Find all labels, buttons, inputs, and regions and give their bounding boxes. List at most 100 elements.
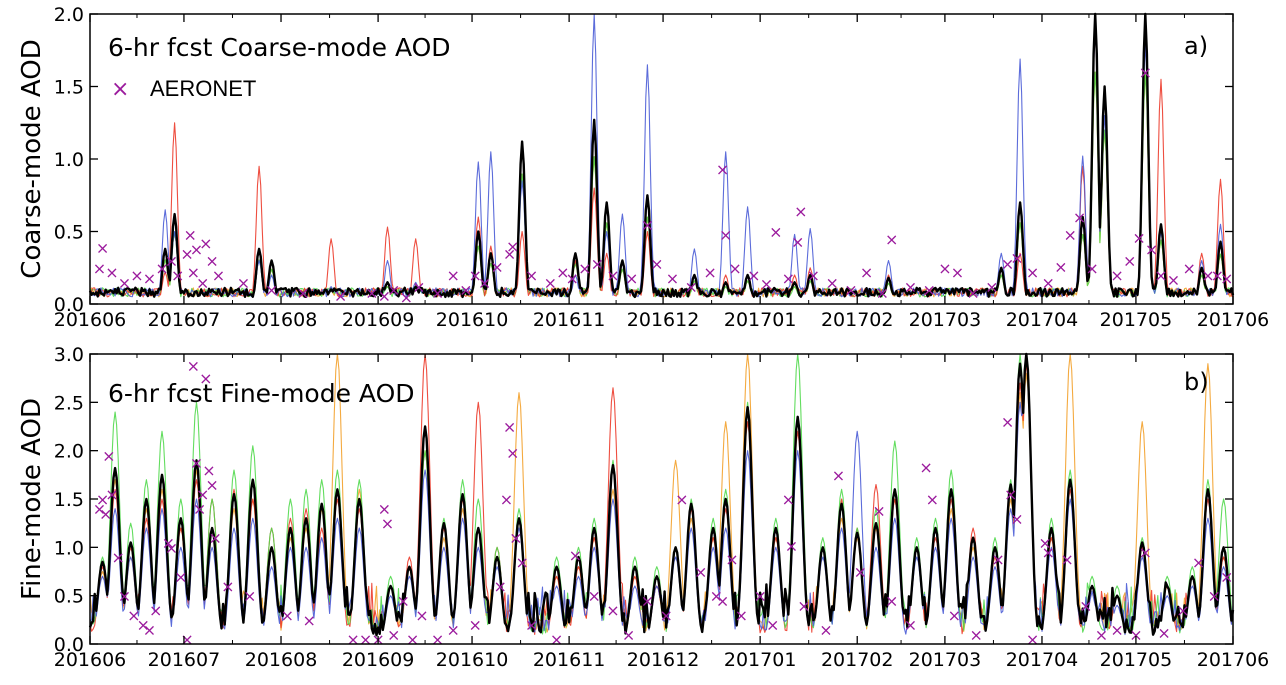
aeronet-point: × — [118, 273, 131, 292]
aeronet-point: × — [566, 269, 579, 288]
aeronet-point: × — [431, 630, 444, 649]
aeronet-point: × — [180, 244, 193, 263]
aeronet-point: × — [710, 587, 723, 606]
aeronet-point: × — [296, 283, 309, 302]
aeronet-point: × — [1010, 249, 1023, 268]
aeronet-point: × — [303, 611, 316, 630]
aeronet-point: × — [525, 266, 538, 285]
aeronet-point: × — [641, 215, 654, 234]
x-tick-label: 201607 — [148, 309, 221, 331]
aeronet-point: × — [1004, 485, 1017, 504]
aeronet-point: × — [685, 278, 698, 297]
x-tick-label: 201702 — [821, 649, 894, 671]
aeronet-point: × — [237, 273, 250, 292]
y-tick-label: 0.0 — [54, 294, 84, 316]
aeronet-point: × — [1054, 257, 1067, 276]
aeronet-point: × — [202, 461, 215, 480]
aeronet-point: × — [1154, 266, 1167, 285]
x-tick-label: 201701 — [724, 309, 797, 331]
aeronet-point: × — [378, 500, 391, 519]
aeronet-point: × — [174, 567, 187, 586]
aeronet-point: × — [243, 587, 256, 606]
aeronet-point: × — [165, 252, 178, 271]
aeronet-point: × — [212, 266, 225, 285]
x-tick-label: 201701 — [724, 649, 797, 671]
aeronet-point: × — [904, 278, 917, 297]
aeronet-point: × — [187, 263, 200, 282]
aeronet-point: × — [760, 275, 773, 294]
aeronet-point: × — [1060, 550, 1073, 569]
aeronet-point: × — [105, 485, 118, 504]
aeronet-point: × — [459, 281, 472, 300]
aeronet-point: × — [716, 160, 729, 179]
aeronet-point: × — [99, 505, 112, 524]
fine-mode-aeronet-points: ×××××××××××××××××××××××××× ×× × ××××××××× ××… — [93, 357, 1234, 650]
aeronet-point: × — [1079, 596, 1092, 615]
aeronet-point: × — [196, 273, 209, 292]
fine-mode-panel: ×××××××××××××××××××××××××× ×× × ××××××××× ××… — [17, 344, 1269, 671]
aeronet-point: × — [728, 259, 741, 278]
aeronet-point: × — [155, 259, 168, 278]
aeronet-point: × — [753, 587, 766, 606]
aeronet-point: × — [346, 630, 359, 649]
aeronet-point: × — [719, 225, 732, 244]
panel-tag: a) — [1184, 32, 1208, 60]
aeronet-point: × — [951, 263, 964, 282]
aeronet-point: × — [716, 592, 729, 611]
aeronet-point: × — [1123, 252, 1136, 271]
legend-label: AERONET — [150, 76, 256, 101]
aeronet-point: × — [904, 616, 917, 635]
aeronet-point: × — [130, 266, 143, 285]
aeronet-point: × — [569, 546, 582, 565]
aeronet-point: × — [180, 630, 193, 649]
aeronet-point: × — [807, 266, 820, 285]
aeronet-point: × — [844, 281, 857, 300]
aeronet-point: × — [1095, 625, 1108, 644]
aeronet-point: × — [1042, 543, 1055, 562]
x-tick-label: 201606 — [54, 649, 127, 671]
aeronet-point: × — [93, 500, 106, 519]
aeronet-point: × — [406, 630, 419, 649]
x-axis-ticks: 201606 201607 201608 201609 201610 201611 2016… — [54, 14, 1269, 331]
aeronet-point: × — [659, 606, 672, 625]
legend-marker-icon: × — [111, 77, 129, 102]
aeronet-point: × — [1042, 273, 1055, 292]
aeronet-point: × — [641, 592, 654, 611]
aeronet-point: × — [675, 490, 688, 509]
y-tick-label: 2.0 — [54, 441, 84, 463]
aeronet-point: × — [785, 536, 798, 555]
y-tick-label: 0.5 — [54, 222, 84, 244]
aeronet-point: × — [365, 283, 378, 302]
aeronet-point: × — [468, 616, 481, 635]
aeronet-point: × — [431, 283, 444, 302]
panel-tag: b) — [1184, 368, 1209, 396]
aeronet-point: × — [1132, 228, 1145, 247]
aeronet-point: × — [1176, 601, 1189, 620]
aeronet-point: × — [199, 369, 212, 388]
aeronet-point: × — [1010, 509, 1023, 528]
y-tick-label: 2.0 — [54, 4, 84, 26]
x-tick-label: 201610 — [436, 309, 509, 331]
aeronet-point: × — [184, 225, 197, 244]
aeronet-point: × — [143, 621, 156, 640]
aeronet-point: × — [938, 259, 951, 278]
aeronet-point: × — [782, 269, 795, 288]
aeronet-point: × — [747, 266, 760, 285]
aeronet-point: × — [876, 283, 889, 302]
aeronet-point: × — [137, 616, 150, 635]
aeronet-point: × — [96, 490, 109, 509]
aeronet-point: × — [919, 458, 932, 477]
aeronet-point: × — [825, 273, 838, 292]
panel-title: 6-hr fcst Fine-mode AOD — [108, 379, 415, 408]
x-tick-label: 201606 — [54, 309, 127, 331]
aeronet-point: × — [127, 606, 140, 625]
y-tick-label: 1.5 — [54, 489, 84, 511]
aeronet-point: × — [221, 577, 234, 596]
aeronet-point: × — [1001, 254, 1014, 273]
aeronet-point: × — [591, 254, 604, 273]
legend: × AERONET — [111, 76, 256, 102]
aeronet-point: × — [556, 263, 569, 282]
aeronet-point: × — [149, 601, 162, 620]
aeronet-point: × — [199, 234, 212, 253]
